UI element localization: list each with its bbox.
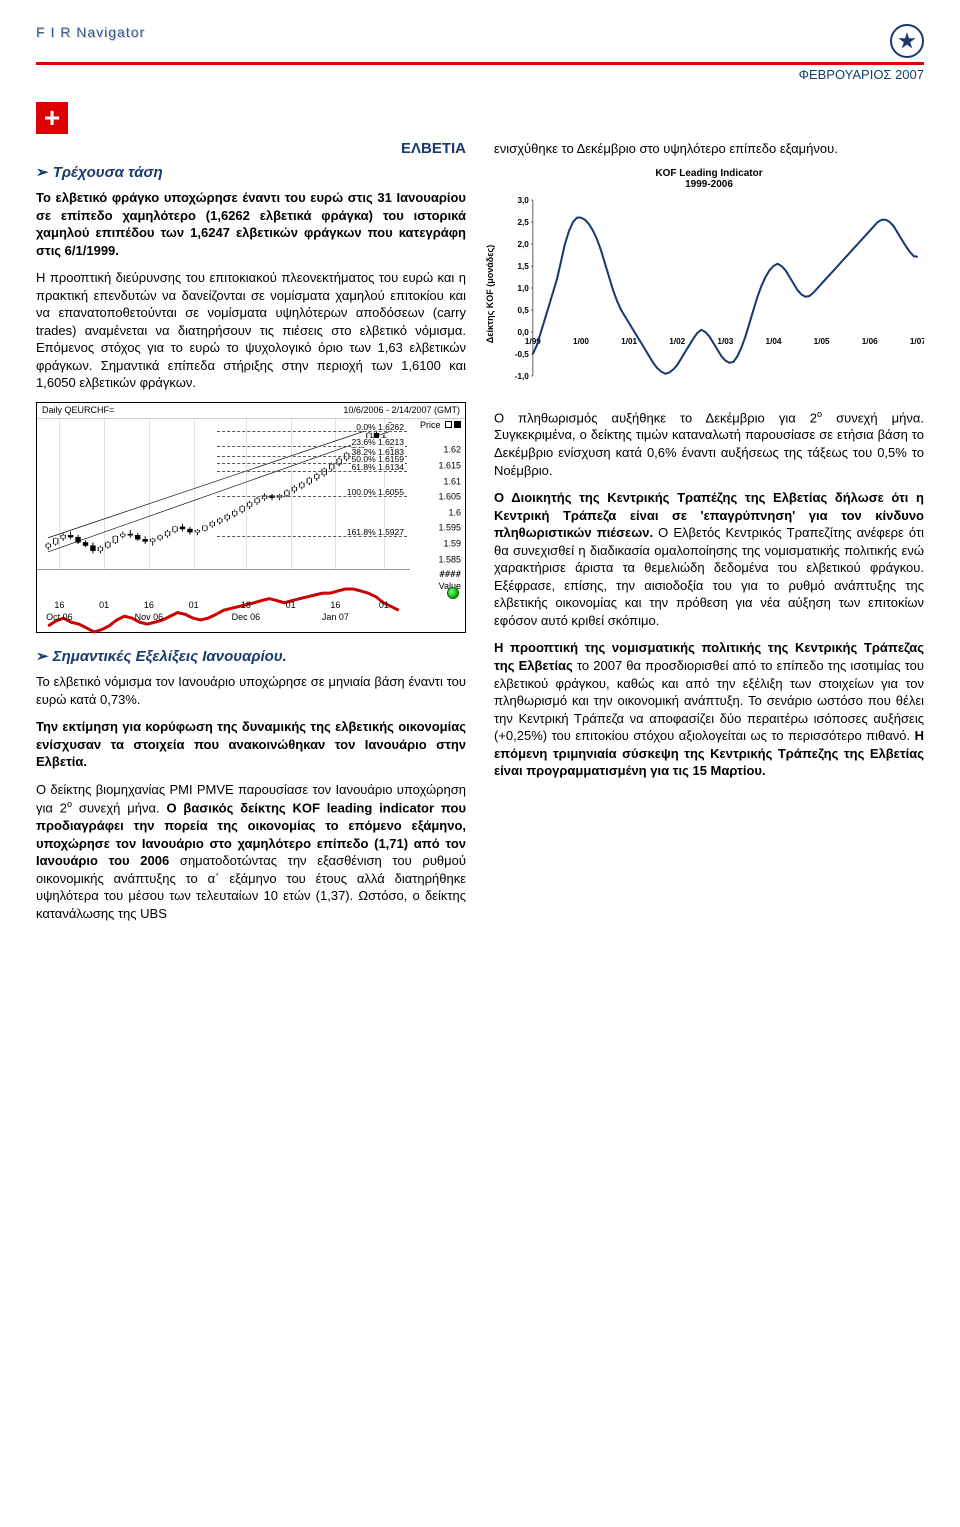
svg-text:1/00: 1/00 bbox=[573, 337, 589, 346]
svg-text:1/03: 1/03 bbox=[717, 337, 733, 346]
svg-text:0,5: 0,5 bbox=[517, 306, 529, 315]
svg-text:2,0: 2,0 bbox=[517, 240, 529, 249]
left-p1: Το ελβετικό φράγκο υποχώρησε έναντι του … bbox=[36, 189, 466, 259]
svg-text:0,0: 0,0 bbox=[517, 328, 529, 337]
svg-text:1,0: 1,0 bbox=[517, 284, 529, 293]
svg-text:2,5: 2,5 bbox=[517, 218, 529, 227]
right-p1: ενισχύθηκε το Δεκέμβριο στο υψηλότερο επ… bbox=[494, 140, 924, 158]
country-label: ΕΛΒΕΤΙΑ bbox=[36, 140, 466, 157]
right-p4: Η προοπτική της νομισματικής πολιτικής τ… bbox=[494, 639, 924, 779]
kof-title: KOF Leading Indicator bbox=[494, 168, 924, 179]
kof-ylabel: Δείκτης KOF (μονάδες) bbox=[485, 244, 495, 342]
right-p2: Ο πληθωρισμός αυξήθηκε το Δεκέμβριο για … bbox=[494, 408, 924, 480]
eurchf-price-chart: Daily QEURCHF= 10/6/2006 - 2/14/2007 (GM… bbox=[36, 402, 466, 633]
brand-title: F I R Navigator bbox=[36, 24, 145, 40]
svg-text:-0,5: -0,5 bbox=[515, 350, 530, 359]
trend-heading: Τρέχουσα τάση bbox=[36, 163, 466, 181]
left-p2: Η προοπτική διεύρυνσης του επιτοκιακού π… bbox=[36, 269, 466, 392]
svg-text:1/02: 1/02 bbox=[669, 337, 685, 346]
svg-text:3,0: 3,0 bbox=[517, 196, 529, 205]
issue-date: ΦΕΒΡΟΥΑΡΙΟΣ 2007 bbox=[36, 67, 924, 82]
kof-leading-indicator-chart: KOF Leading Indicator 1999-2006 Δείκτης … bbox=[494, 168, 924, 394]
svg-text:1,5: 1,5 bbox=[517, 262, 529, 271]
svg-text:1/06: 1/06 bbox=[862, 337, 878, 346]
svg-text:1/07: 1/07 bbox=[910, 337, 924, 346]
left-p3: Το ελβετικό νόμισμα τον Ιανουάριο υποχώρ… bbox=[36, 673, 466, 708]
svg-text:-1,0: -1,0 bbox=[515, 372, 530, 381]
right-p3: Ο Διοικητής της Κεντρικής Τραπέζης της Ε… bbox=[494, 489, 924, 629]
header-rule bbox=[36, 62, 924, 65]
kof-subtitle: 1999-2006 bbox=[494, 179, 924, 190]
chart-status-icon bbox=[447, 587, 459, 599]
brand-logo-icon bbox=[890, 24, 924, 58]
chart-title-left: Daily QEURCHF= bbox=[42, 406, 114, 415]
chart-title-right: 10/6/2006 - 2/14/2007 (GMT) bbox=[343, 406, 460, 415]
svg-text:1/04: 1/04 bbox=[766, 337, 782, 346]
left-p5: Ο δείκτης βιομηχανίας PMI PMVE παρουσίασ… bbox=[36, 781, 466, 923]
swiss-flag-icon: + bbox=[36, 102, 68, 134]
left-p4: Την εκτίμηση για κορύφωση της δυναμικής … bbox=[36, 718, 466, 771]
svg-text:1/01: 1/01 bbox=[621, 337, 637, 346]
svg-text:1/05: 1/05 bbox=[814, 337, 830, 346]
